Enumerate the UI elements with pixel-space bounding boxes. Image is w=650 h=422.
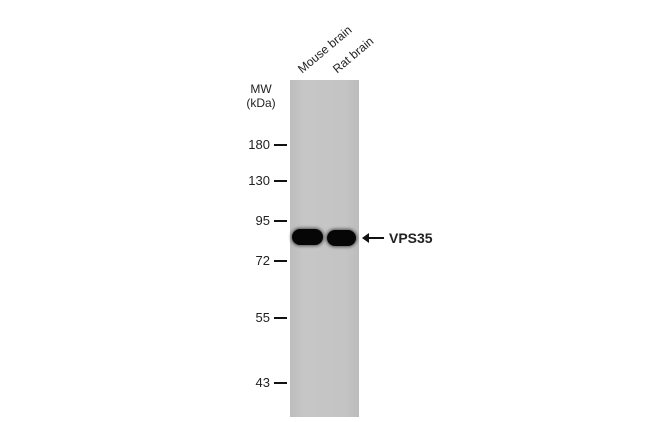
band-rat-brain (327, 230, 356, 246)
blot-membrane (290, 80, 359, 417)
marker-55: 55 (255, 310, 270, 325)
band-mouse-brain (292, 229, 323, 245)
mw-title: MW (250, 82, 272, 96)
arrow-left-icon (362, 233, 384, 243)
marker-tick (274, 180, 287, 182)
marker-tick (274, 144, 287, 146)
marker-72: 72 (255, 253, 270, 268)
marker-tick (274, 260, 287, 262)
marker-tick (274, 382, 287, 384)
marker-43: 43 (255, 375, 270, 390)
mw-unit: (kDa) (246, 96, 276, 110)
marker-95: 95 (255, 213, 270, 228)
marker-tick (274, 220, 287, 222)
marker-tick (274, 317, 287, 319)
marker-180: 180 (248, 137, 270, 152)
target-protein-label: VPS35 (389, 230, 433, 246)
marker-130: 130 (248, 173, 270, 188)
